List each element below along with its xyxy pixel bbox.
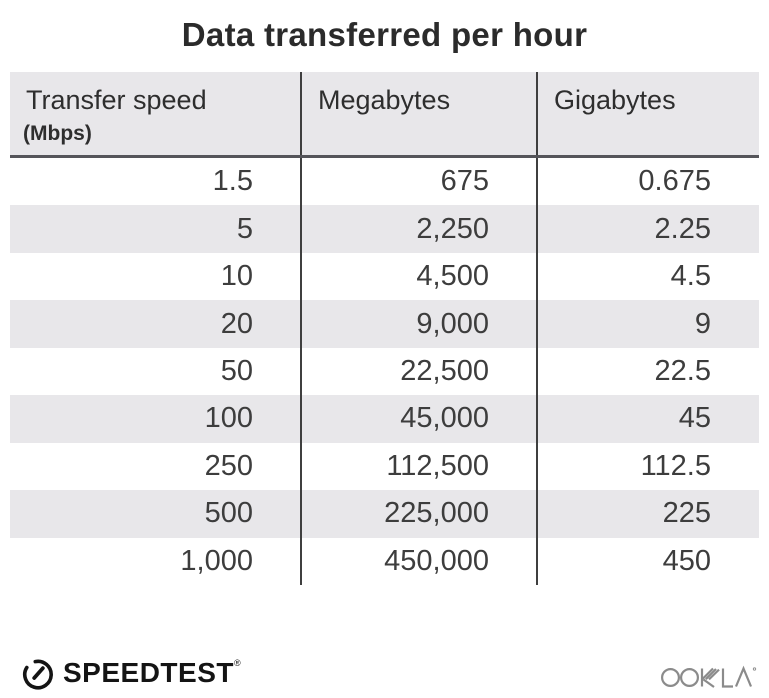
column-header-gigabytes: Gigabytes [538, 72, 759, 155]
table-header: Transfer speed (Mbps) Megabytes Gigabyte… [10, 72, 759, 158]
table-row: 5 2,250 2.25 [10, 205, 759, 253]
table-row: 1,000 450,000 450 [10, 537, 759, 585]
table-cell: 4,500 [302, 252, 538, 301]
column-header-transfer-speed: Transfer speed (Mbps) [10, 72, 302, 155]
column-header-transfer-speed-unit: (Mbps) [23, 122, 92, 146]
table-cell: 100 [10, 395, 302, 443]
table-row: 20 9,000 9 [10, 300, 759, 348]
table-cell: 5 [10, 205, 302, 253]
column-header-transfer-speed-label: Transfer speed [26, 85, 207, 115]
table-cell: 0.675 [638, 165, 711, 198]
table-cell: 450 [662, 544, 711, 577]
table-cell: 10 [10, 252, 302, 301]
speedtest-wordmark: SPEEDTEST® [63, 657, 242, 688]
table-cell: 1,000 [10, 537, 302, 585]
table-cell: 112.5 [640, 449, 711, 482]
table-cell: 225 [662, 497, 711, 530]
data-table: Transfer speed (Mbps) Megabytes Gigabyte… [10, 72, 759, 585]
table-row: 250 112,500 112.5 [10, 442, 759, 491]
ookla-logo [661, 660, 757, 695]
speedtest-gauge-icon [23, 659, 53, 690]
table-cell: 22,500 [302, 347, 538, 396]
column-header-gigabytes-label: Gigabytes [554, 85, 676, 115]
table-row: 100 45,000 45 [10, 395, 759, 443]
table-cell: 2,250 [302, 205, 538, 253]
table-cell: 450,000 [302, 537, 538, 585]
table-row: 10 4,500 4.5 [10, 252, 759, 301]
table-cell: 500 [10, 490, 302, 538]
table-row: 50 22,500 22.5 [10, 347, 759, 396]
table-cell: 250 [10, 442, 302, 491]
table-cell: 225,000 [302, 490, 538, 538]
table-cell: 45,000 [302, 395, 538, 443]
table-cell: 675 [302, 158, 538, 206]
column-header-megabytes-label: Megabytes [318, 85, 451, 115]
table-cell: 9,000 [302, 300, 538, 348]
table-body: 1.5 675 0.675 5 2,250 2.25 10 4,500 4.5 20 9,000 9 5… [10, 158, 759, 585]
table-row: 500 225,000 225 [10, 490, 759, 538]
table-cell: 45 [678, 402, 711, 435]
table-row: 1.5 675 0.675 [10, 158, 759, 206]
table-cell: 1.5 [10, 158, 302, 206]
table-cell: 4.5 [670, 260, 711, 293]
column-header-megabytes: Megabytes [302, 72, 538, 155]
speedtest-logo: SPEEDTEST® [20, 655, 241, 691]
ookla-wordmark-icon [661, 665, 757, 688]
table-cell: 50 [10, 347, 302, 396]
table-cell: 9 [694, 307, 711, 340]
page-title: Data transferred per hour [181, 16, 588, 53]
table-cell: 112,500 [302, 442, 538, 491]
table-cell: 20 [10, 300, 302, 348]
footer: SPEEDTEST® [20, 653, 757, 693]
table-cell: 22.5 [654, 354, 711, 387]
registered-trademark-icon: ® [233, 658, 242, 668]
table-cell: 2.25 [654, 212, 711, 245]
